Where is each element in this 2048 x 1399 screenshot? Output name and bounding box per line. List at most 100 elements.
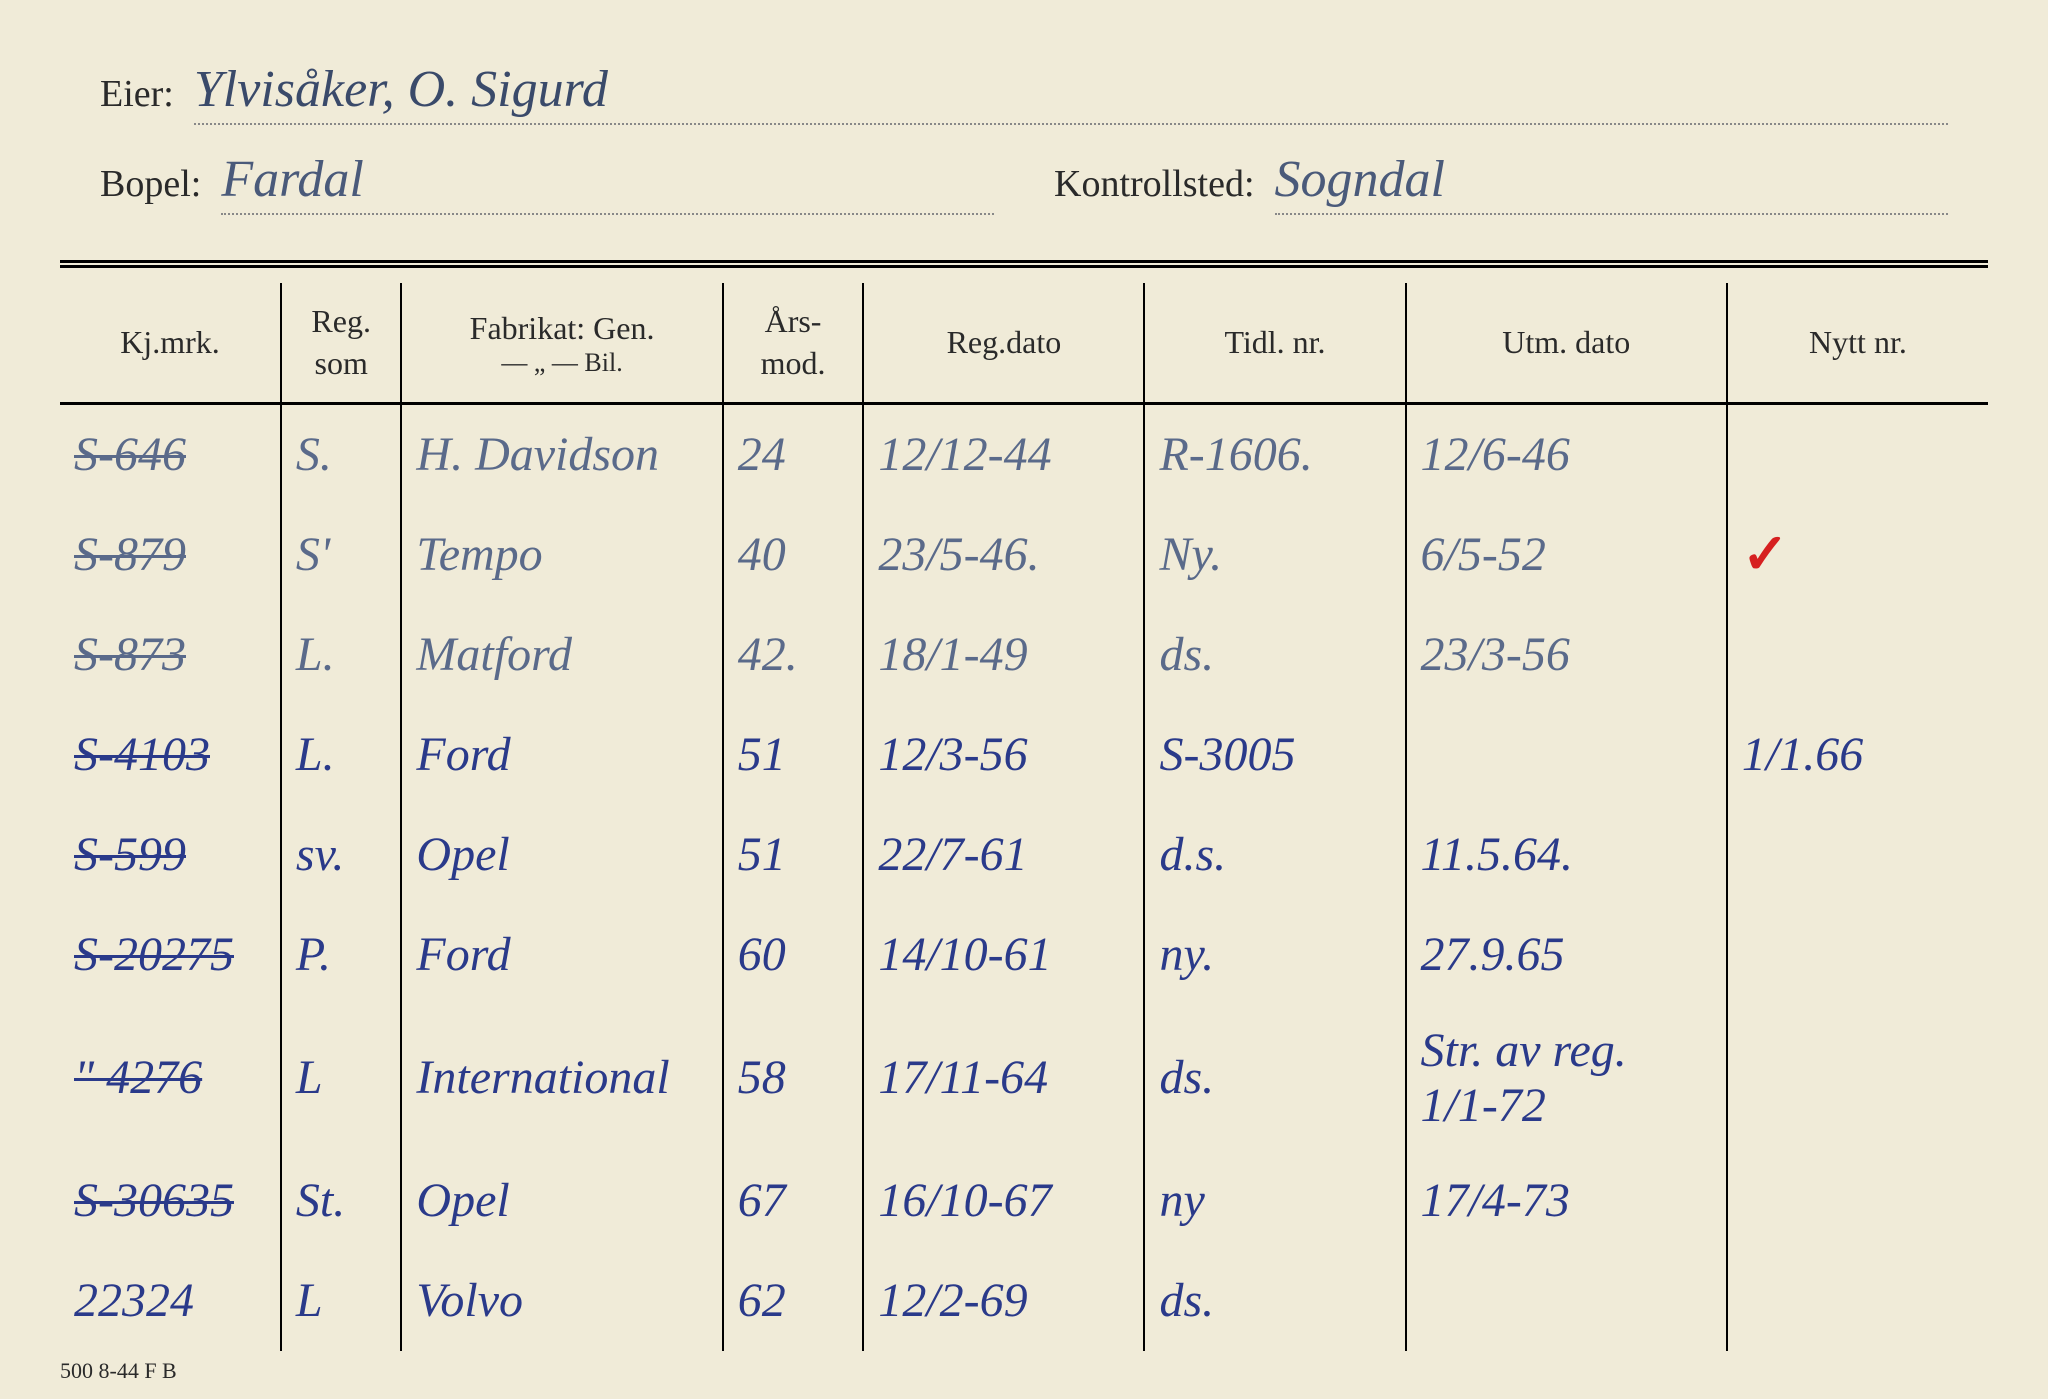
- footer-code: 500 8-44 F B: [60, 1358, 177, 1384]
- col-nyttnr: Nytt nr.: [1727, 283, 1988, 404]
- kontrollsted-value: Sogndal: [1275, 150, 1948, 215]
- table-row: S-879S'Tempo4023/5-46.Ny.6/5-52✓: [60, 504, 1988, 605]
- cell-utmdato: 17/4-73: [1406, 1151, 1727, 1251]
- cell-arsmod: 67: [723, 1151, 864, 1251]
- col-utmdato: Utm. dato: [1406, 283, 1727, 404]
- cell-kjmrk: S-879: [60, 504, 281, 605]
- cell-utmdato: 27.9.65: [1406, 905, 1727, 1005]
- cell-tidlnr: ny: [1144, 1151, 1405, 1251]
- col-reg-som: Reg. som: [281, 283, 401, 404]
- cell-nyttnr: [1727, 404, 1988, 504]
- fabrikat-main: Fabrikat: Gen.: [470, 310, 655, 346]
- cell-arsmod: 51: [723, 805, 864, 905]
- cell-utmdato: 11.5.64.: [1406, 805, 1727, 905]
- second-header-row: Bopel: Fardal Kontrollsted: Sogndal: [100, 150, 1948, 215]
- cell-reg-som: L: [281, 1251, 401, 1351]
- cell-regdato: 12/3-56: [863, 705, 1144, 805]
- cell-kjmrk: " 4276: [60, 1005, 281, 1151]
- cell-arsmod: 51: [723, 705, 864, 805]
- cell-utmdato: [1406, 705, 1727, 805]
- cell-utmdato: 6/5-52: [1406, 504, 1727, 605]
- cell-kjmrk: S-599: [60, 805, 281, 905]
- cell-nyttnr: [1727, 1251, 1988, 1351]
- cell-regdato: 22/7-61: [863, 805, 1144, 905]
- table-row: S-30635St.Opel6716/10-67ny17/4-73: [60, 1151, 1988, 1251]
- cell-reg-som: L.: [281, 605, 401, 705]
- cell-nyttnr: [1727, 605, 1988, 705]
- cell-regdato: 23/5-46.: [863, 504, 1144, 605]
- divider-top: [60, 260, 1988, 268]
- cell-reg-som: S.: [281, 404, 401, 504]
- fabrikat-sub: — „ — Bil.: [414, 349, 709, 378]
- cell-regdato: 18/1-49: [863, 605, 1144, 705]
- cell-kjmrk: 22324: [60, 1251, 281, 1351]
- cell-tidlnr: ny.: [1144, 905, 1405, 1005]
- cell-utmdato: [1406, 1251, 1727, 1351]
- cell-nyttnr: [1727, 805, 1988, 905]
- table-row: S-646S.H. Davidson2412/12-44R-1606.12/6-…: [60, 404, 1988, 504]
- cell-fabrikat: Matford: [401, 605, 722, 705]
- cell-tidlnr: S-3005: [1144, 705, 1405, 805]
- cell-fabrikat: Volvo: [401, 1251, 722, 1351]
- cell-reg-som: S': [281, 504, 401, 605]
- cell-utmdato: 12/6-46: [1406, 404, 1727, 504]
- kontrollsted-label: Kontrollsted:: [1054, 162, 1255, 206]
- cell-tidlnr: ds.: [1144, 605, 1405, 705]
- cell-nyttnr: 1/1.66: [1727, 705, 1988, 805]
- table-body: S-646S.H. Davidson2412/12-44R-1606.12/6-…: [60, 404, 1988, 1351]
- cell-fabrikat: Ford: [401, 905, 722, 1005]
- cell-arsmod: 24: [723, 404, 864, 504]
- col-kjmrk: Kj.mrk.: [60, 283, 281, 404]
- cell-arsmod: 60: [723, 905, 864, 1005]
- table-row: S-20275P.Ford6014/10-61ny.27.9.65: [60, 905, 1988, 1005]
- cell-reg-som: P.: [281, 905, 401, 1005]
- cell-regdato: 17/11-64: [863, 1005, 1144, 1151]
- table-row: S-4103L.Ford5112/3-56S-3005 1/1.66: [60, 705, 1988, 805]
- cell-regdato: 14/10-61: [863, 905, 1144, 1005]
- cell-reg-som: sv.: [281, 805, 401, 905]
- cell-arsmod: 40: [723, 504, 864, 605]
- bopel-label: Bopel:: [100, 162, 201, 206]
- cell-kjmrk: S-646: [60, 404, 281, 504]
- table-row: S-599sv.Opel5122/7-61d.s.11.5.64.: [60, 805, 1988, 905]
- col-tidlnr: Tidl. nr.: [1144, 283, 1405, 404]
- cell-nyttnr: ✓: [1727, 504, 1988, 605]
- cell-regdato: 12/12-44: [863, 404, 1144, 504]
- cell-regdato: 12/2-69: [863, 1251, 1144, 1351]
- cell-fabrikat: International: [401, 1005, 722, 1151]
- cell-kjmrk: S-30635: [60, 1151, 281, 1251]
- cell-nyttnr: [1727, 1151, 1988, 1251]
- col-arsmod: Års-mod.: [723, 283, 864, 404]
- cell-kjmrk: S-4103: [60, 705, 281, 805]
- cell-nyttnr: [1727, 1005, 1988, 1151]
- bopel-value: Fardal: [221, 150, 994, 215]
- cell-reg-som: St.: [281, 1151, 401, 1251]
- eier-value: Ylvisåker, O. Sigurd: [194, 60, 1948, 125]
- cell-kjmrk: S-20275: [60, 905, 281, 1005]
- cell-reg-som: L: [281, 1005, 401, 1151]
- cell-tidlnr: ds.: [1144, 1005, 1405, 1151]
- cell-arsmod: 42.: [723, 605, 864, 705]
- cell-regdato: 16/10-67: [863, 1151, 1144, 1251]
- cell-kjmrk: S-873: [60, 605, 281, 705]
- table-row: " 4276LInternational5817/11-64ds.Str. av…: [60, 1005, 1988, 1151]
- cell-fabrikat: Opel: [401, 1151, 722, 1251]
- cell-fabrikat: Ford: [401, 705, 722, 805]
- cell-tidlnr: Ny.: [1144, 504, 1405, 605]
- cell-utmdato: 23/3-56: [1406, 605, 1727, 705]
- cell-fabrikat: H. Davidson: [401, 404, 722, 504]
- registration-table: Kj.mrk. Reg. som Fabrikat: Gen. — „ — Bi…: [60, 283, 1988, 1351]
- eier-label: Eier:: [100, 72, 174, 116]
- cell-arsmod: 62: [723, 1251, 864, 1351]
- table-row: S-873L.Matford42.18/1-49ds.23/3-56: [60, 605, 1988, 705]
- cell-tidlnr: R-1606.: [1144, 404, 1405, 504]
- cell-arsmod: 58: [723, 1005, 864, 1151]
- col-fabrikat: Fabrikat: Gen. — „ — Bil.: [401, 283, 722, 404]
- eier-row: Eier: Ylvisåker, O. Sigurd: [100, 60, 1948, 125]
- cell-reg-som: L.: [281, 705, 401, 805]
- header-section: Eier: Ylvisåker, O. Sigurd Bopel: Fardal…: [60, 40, 1988, 245]
- cell-fabrikat: Tempo: [401, 504, 722, 605]
- cell-tidlnr: d.s.: [1144, 805, 1405, 905]
- cell-nyttnr: [1727, 905, 1988, 1005]
- cell-tidlnr: ds.: [1144, 1251, 1405, 1351]
